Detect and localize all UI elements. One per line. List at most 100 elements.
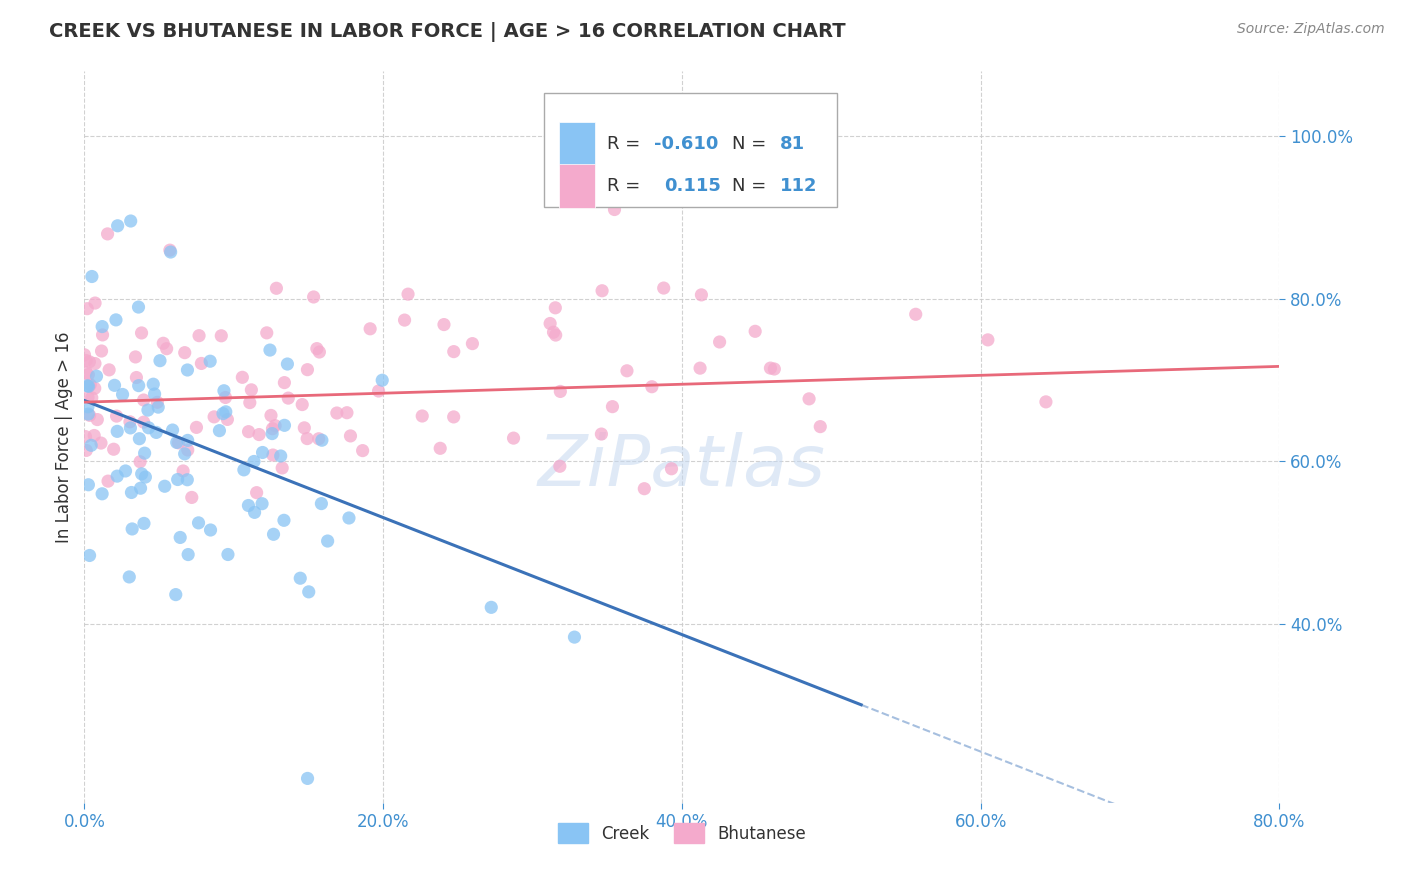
Point — [231, 370, 253, 384]
Point — [91, 319, 114, 334]
Point — [308, 345, 330, 359]
Point — [461, 336, 484, 351]
Point — [80, 438, 103, 452]
Point — [80, 391, 103, 405]
Point — [98, 363, 121, 377]
Point — [83, 381, 105, 395]
Point — [134, 446, 156, 460]
Point — [336, 406, 359, 420]
Point — [591, 284, 613, 298]
Point — [120, 485, 142, 500]
Point — [156, 342, 179, 356]
Point — [173, 345, 195, 359]
Point — [262, 448, 284, 462]
Point — [246, 485, 269, 500]
FancyBboxPatch shape — [544, 94, 838, 207]
Point — [128, 378, 150, 392]
Point — [297, 362, 319, 376]
Point — [84, 296, 107, 310]
Point — [125, 370, 148, 384]
Point — [75, 366, 97, 380]
Point — [797, 392, 820, 406]
Point — [326, 406, 349, 420]
Point — [77, 477, 100, 491]
Text: CREEK VS BHUTANESE IN LABOR FORCE | AGE > 16 CORRELATION CHART: CREEK VS BHUTANESE IN LABOR FORCE | AGE … — [49, 22, 846, 42]
Point — [1035, 395, 1057, 409]
Point — [172, 464, 194, 478]
Text: 0.115: 0.115 — [664, 178, 721, 195]
Y-axis label: In Labor Force | Age > 16: In Labor Force | Age > 16 — [55, 331, 73, 543]
Point — [429, 442, 451, 456]
Point — [238, 499, 260, 513]
Point — [132, 415, 155, 429]
Point — [105, 469, 128, 483]
Point — [367, 384, 389, 398]
Point — [744, 324, 766, 338]
Point — [266, 281, 288, 295]
Point — [79, 355, 101, 369]
Point — [263, 527, 285, 541]
Point — [77, 390, 100, 404]
Point — [394, 313, 416, 327]
Point — [277, 391, 299, 405]
Point — [132, 392, 155, 407]
Point — [186, 420, 208, 434]
Point — [103, 442, 125, 457]
Point — [208, 424, 231, 438]
Point — [176, 473, 198, 487]
Point — [308, 432, 330, 446]
Point — [176, 363, 198, 377]
Point — [166, 473, 188, 487]
Point — [143, 387, 166, 401]
Point — [252, 445, 274, 459]
Point — [120, 214, 142, 228]
Legend: Creek, Bhutanese: Creek, Bhutanese — [551, 817, 813, 849]
Point — [180, 491, 202, 505]
Point — [76, 301, 98, 316]
Point — [128, 432, 150, 446]
Point — [212, 407, 235, 421]
Point — [111, 387, 134, 401]
Point — [177, 548, 200, 562]
Point — [187, 516, 209, 530]
Point — [166, 435, 188, 450]
Point — [148, 400, 170, 414]
Point — [273, 376, 295, 390]
Point — [90, 344, 112, 359]
Point — [75, 429, 97, 443]
Point — [162, 423, 184, 437]
Text: R =: R = — [606, 136, 645, 153]
Point — [145, 425, 167, 440]
Text: -0.610: -0.610 — [654, 136, 718, 153]
Point — [118, 570, 141, 584]
Point — [443, 344, 465, 359]
Point — [77, 407, 100, 421]
Point — [297, 772, 319, 786]
Point — [544, 328, 567, 343]
Point — [371, 373, 394, 387]
Point — [259, 343, 281, 357]
Point — [689, 361, 711, 376]
Point — [292, 421, 315, 435]
Point — [339, 429, 361, 443]
Point — [661, 462, 683, 476]
Point — [136, 403, 159, 417]
Point — [153, 479, 176, 493]
Point — [243, 454, 266, 468]
Point — [146, 395, 169, 409]
Point — [295, 432, 318, 446]
Point — [548, 459, 571, 474]
Point — [80, 269, 103, 284]
Point — [212, 384, 235, 398]
Point — [302, 290, 325, 304]
Point — [271, 461, 294, 475]
Text: R =: R = — [606, 178, 651, 195]
Point — [77, 368, 100, 382]
Point — [86, 369, 108, 384]
Point — [79, 549, 101, 563]
Point — [270, 449, 292, 463]
Point — [190, 356, 212, 370]
Point — [114, 464, 136, 478]
Point — [433, 318, 456, 332]
Point — [977, 333, 1000, 347]
